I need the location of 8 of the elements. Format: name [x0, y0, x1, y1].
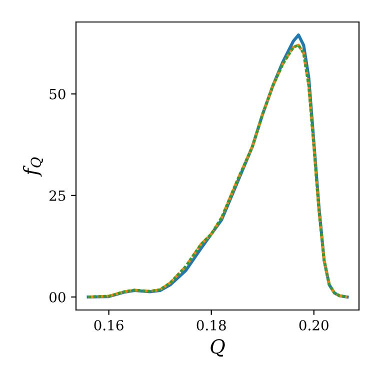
y-tick-label: 50	[50, 88, 66, 100]
x-tick-label: 0.20	[299, 320, 328, 330]
y-axis-title: f$_{Q}$	[23, 157, 44, 177]
x-tick-label: 0.16	[94, 320, 124, 330]
x-tick-label: 0.18	[196, 320, 226, 330]
y-tick-label: 00	[50, 292, 66, 302]
x-axis-title: Q	[210, 339, 225, 357]
y-tick-label: 25	[50, 190, 66, 201]
